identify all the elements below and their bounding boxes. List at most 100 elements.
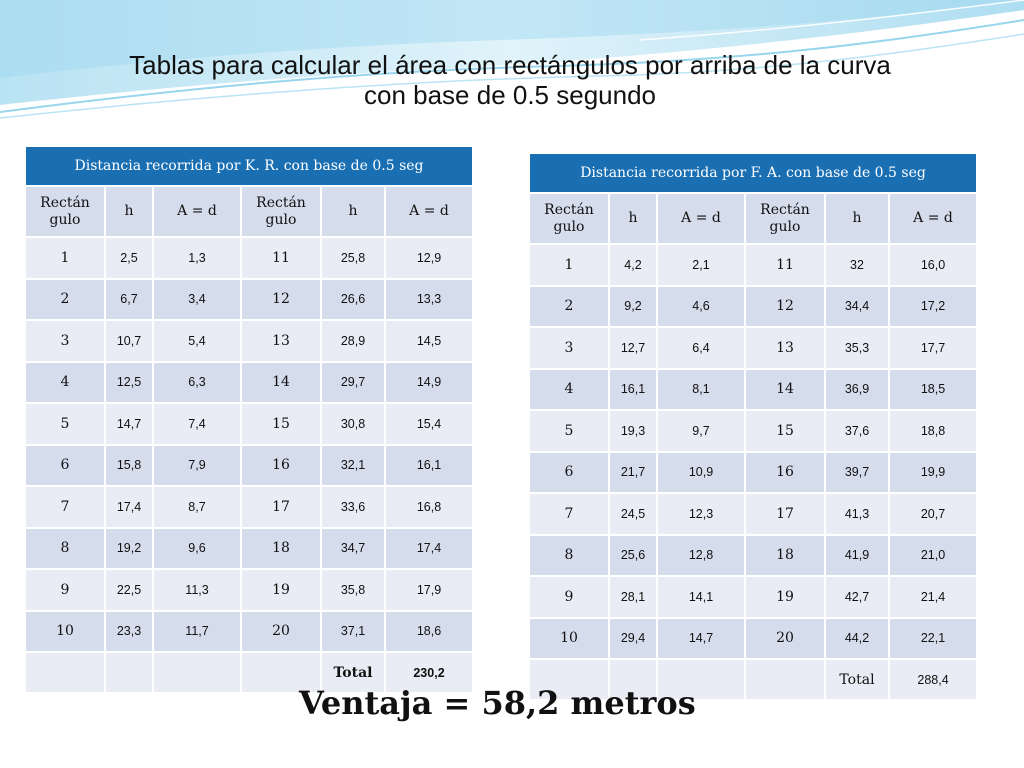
table-cell: 9,2 — [608, 284, 658, 328]
table-kr-total-value: 230,2 — [383, 651, 475, 694]
table-cell: 22,1 — [887, 616, 979, 660]
slide-title-line1: Tablas para calcular el área con rectáng… — [129, 50, 891, 80]
table-cell: 21,0 — [887, 533, 979, 577]
table-cell: 12 — [744, 284, 826, 328]
table-cell: 13 — [240, 319, 322, 363]
table-cell: 6 — [528, 450, 610, 494]
table-cell: 25,8 — [320, 236, 386, 280]
table-row: 1 4,2 2,1 11 32 16,0 — [528, 243, 979, 287]
table-cell: 12,5 — [104, 360, 154, 404]
table-cell: 6,4 — [656, 326, 746, 370]
table-row: 6 15,8 7,9 16 32,1 16,1 — [24, 443, 475, 487]
table-cell: 6,7 — [104, 277, 154, 321]
table-cell: 19 — [744, 575, 826, 619]
table-cell: 17,4 — [383, 526, 475, 570]
table-cell: 37,1 — [320, 609, 386, 653]
table-cell: 6 — [24, 443, 106, 487]
table-cell: 44,2 — [824, 616, 890, 660]
table-row: 2 9,2 4,6 12 34,4 17,2 — [528, 284, 979, 328]
table-kr-header: Rectán gulo — [24, 185, 106, 238]
slide-title: Tablas para calcular el área con rectáng… — [0, 50, 1020, 110]
table-cell: 20 — [744, 616, 826, 660]
table-kr-header: Rectán gulo — [240, 185, 322, 238]
table-cell: 13 — [744, 326, 826, 370]
table-cell: 15,4 — [383, 402, 475, 446]
table-cell: 12,8 — [656, 533, 746, 577]
table-kr-caption: Distancia recorrida por K. R. con base d… — [23, 145, 475, 187]
table-fa-header: Rectán gulo — [528, 192, 610, 245]
table-cell — [528, 658, 610, 701]
slide-title-line2: con base de 0.5 segundo — [363, 80, 657, 110]
table-cell: 4 — [528, 367, 610, 411]
table-cell: 34,4 — [824, 284, 890, 328]
table-fa-header: A = d — [656, 192, 746, 245]
table-cell: 14 — [240, 360, 322, 404]
table-cell: 26,6 — [320, 277, 386, 321]
table-row: 10 29,4 14,7 20 44,2 22,1 — [528, 616, 979, 660]
table-cell — [744, 658, 826, 701]
table-cell: 3 — [24, 319, 106, 363]
table-cell: 12,9 — [383, 236, 475, 280]
table-cell: 25,6 — [608, 533, 658, 577]
table-kr-header: h — [104, 185, 154, 238]
table-cell: 42,7 — [824, 575, 890, 619]
table-cell: 15 — [744, 409, 826, 453]
table-row: 5 19,3 9,7 15 37,6 18,8 — [528, 409, 979, 453]
table-cell: 8 — [528, 533, 610, 577]
table-cell: 15,8 — [104, 443, 154, 487]
table-cell: 28,1 — [608, 575, 658, 619]
ventaja-summary: Ventaja = 58,2 metros — [299, 684, 696, 722]
table-cell: 14,7 — [104, 402, 154, 446]
table-cell: 10 — [24, 609, 106, 653]
table-cell: 5 — [528, 409, 610, 453]
table-cell: 41,3 — [824, 492, 890, 536]
table-cell: 23,3 — [104, 609, 154, 653]
table-cell: 11,7 — [152, 609, 242, 653]
table-cell: 7 — [24, 485, 106, 529]
table-row: 1 2,5 1,3 11 25,8 12,9 — [24, 236, 475, 280]
table-cell: 20,7 — [887, 492, 979, 536]
table-kr-header: h — [320, 185, 386, 238]
table-cell — [24, 651, 106, 694]
table-cell: 28,9 — [320, 319, 386, 363]
table-cell: 16,1 — [383, 443, 475, 487]
table-cell — [104, 651, 154, 694]
table-row: 9 22,5 11,3 19 35,8 17,9 — [24, 568, 475, 612]
table-cell: 2,1 — [656, 243, 746, 287]
table-cell: 9,7 — [656, 409, 746, 453]
table-cell: 17,2 — [887, 284, 979, 328]
table-cell: 2 — [24, 277, 106, 321]
table-row: 7 17,4 8,7 17 33,6 16,8 — [24, 485, 475, 529]
table-kr-total-row: Total 230,2 — [24, 651, 475, 694]
table-cell: 19,2 — [104, 526, 154, 570]
table-cell — [656, 658, 746, 701]
table-cell: 9 — [24, 568, 106, 612]
table-cell: 11 — [744, 243, 826, 287]
table-fa-header: Rectán gulo — [744, 192, 826, 245]
table-cell: 21,7 — [608, 450, 658, 494]
table-fa-header: h — [608, 192, 658, 245]
table-cell: 6,3 — [152, 360, 242, 404]
table-cell: 3,4 — [152, 277, 242, 321]
table-cell: 16,8 — [383, 485, 475, 529]
table-cell: 36,9 — [824, 367, 890, 411]
table-cell: 29,4 — [608, 616, 658, 660]
table-cell: 32 — [824, 243, 890, 287]
table-cell: 3 — [528, 326, 610, 370]
table-fa-caption: Distancia recorrida por F. A. con base d… — [527, 152, 979, 194]
table-cell: 20 — [240, 609, 322, 653]
table-row: 2 6,7 3,4 12 26,6 13,3 — [24, 277, 475, 321]
table-fa-total-value: 288,4 — [887, 658, 979, 701]
table-cell — [608, 658, 658, 701]
table-cell: 22,5 — [104, 568, 154, 612]
table-row: 7 24,5 12,3 17 41,3 20,7 — [528, 492, 979, 536]
table-cell: 14,9 — [383, 360, 475, 404]
table-cell: 24,5 — [608, 492, 658, 536]
table-fa-body: 1 4,2 2,1 11 32 16,0 2 9,2 4,6 12 34,4 17,2 3 12,7 6,4… — [528, 243, 979, 660]
table-cell: 17,9 — [383, 568, 475, 612]
table-cell: 30,8 — [320, 402, 386, 446]
table-kr-total-label: Total — [320, 651, 386, 694]
table-cell: 8,7 — [152, 485, 242, 529]
table-row: 8 25,6 12,8 18 41,9 21,0 — [528, 533, 979, 577]
table-row: 3 12,7 6,4 13 35,3 17,7 — [528, 326, 979, 370]
